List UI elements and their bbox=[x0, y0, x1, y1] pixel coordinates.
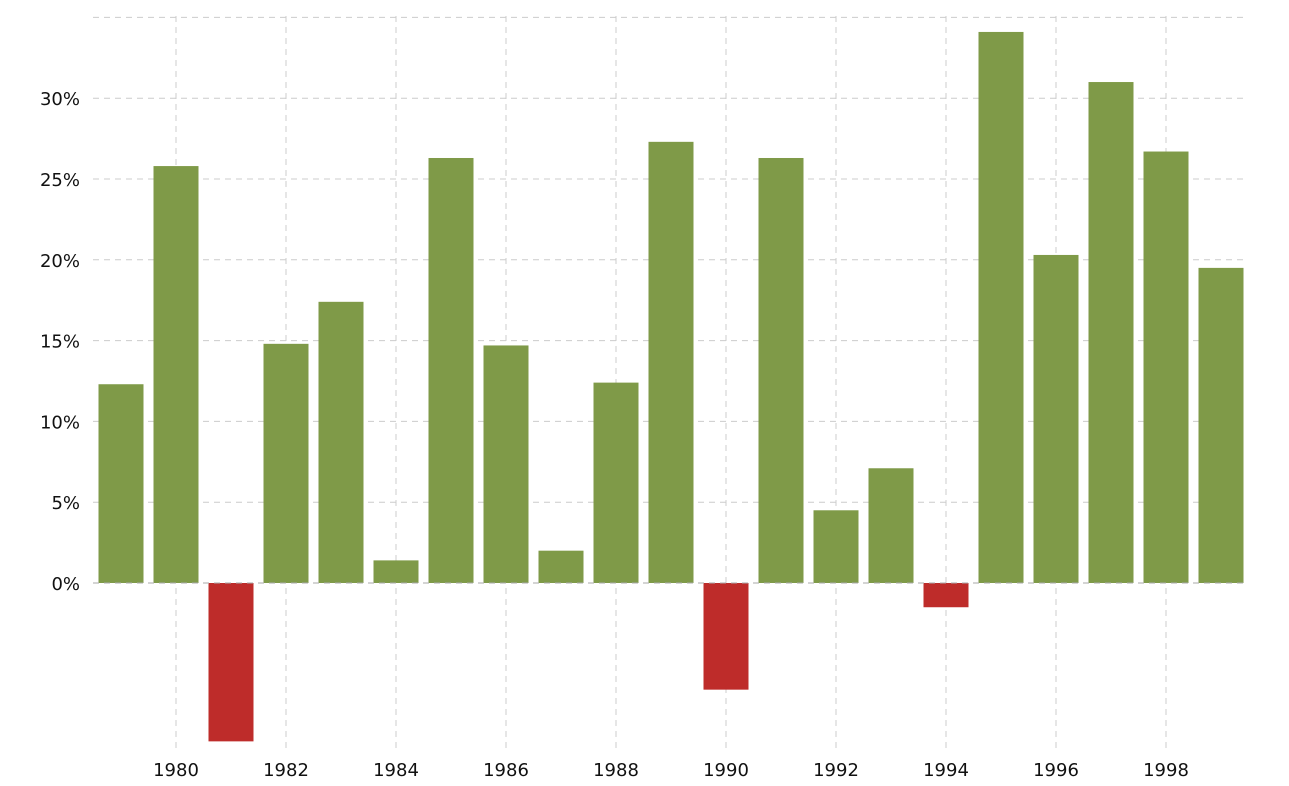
x-tick-label: 1984 bbox=[373, 760, 419, 781]
x-tick-label: 1998 bbox=[1143, 760, 1189, 781]
x-tick-label: 1996 bbox=[1033, 760, 1079, 781]
y-tick-label: 25% bbox=[40, 170, 80, 191]
x-tick-label: 1980 bbox=[153, 760, 199, 781]
y-axis-ticks: 0% 5% 10% 15% 20% 25% 30% bbox=[40, 89, 80, 595]
bar-1999[interactable]: 1999: 19.5% bbox=[1198, 267, 1244, 583]
bar-1983[interactable]: 1983: 17.4% bbox=[318, 301, 364, 583]
bar-1985[interactable]: 1985: 26.3% bbox=[428, 157, 474, 583]
bar-1988[interactable]: 1988: 12.4% bbox=[593, 382, 639, 583]
bar-1991[interactable]: 1991: 26.3% bbox=[758, 157, 804, 583]
bar-1997[interactable]: 1997: 31% bbox=[1088, 82, 1134, 583]
x-tick-label: 1992 bbox=[813, 760, 859, 781]
x-tick-label: 1986 bbox=[483, 760, 529, 781]
bar-1995[interactable]: 1995: 34.1% bbox=[978, 31, 1024, 584]
bar-1979[interactable]: 1979: 12.3% bbox=[98, 384, 144, 583]
bar-1986[interactable]: 1986: 14.7% bbox=[483, 345, 529, 583]
x-axis-ticks: 1980 1982 1984 1986 1988 1990 1992 1994 1996 1998 bbox=[153, 760, 1189, 781]
y-tick-label: 30% bbox=[40, 89, 80, 110]
y-tick-label: 0% bbox=[51, 574, 80, 595]
y-tick-label: 20% bbox=[40, 251, 80, 272]
bar-1998[interactable]: 1998: 26.7% bbox=[1143, 151, 1189, 583]
bar-1982[interactable]: 1982: 14.8% bbox=[263, 343, 309, 583]
x-tick-label: 1994 bbox=[923, 760, 969, 781]
bar-1987[interactable]: 1987: 2% bbox=[538, 550, 584, 583]
bar-1984[interactable]: 1984: 1.4% bbox=[373, 560, 419, 583]
x-tick-label: 1982 bbox=[263, 760, 309, 781]
x-tick-label: 1988 bbox=[593, 760, 639, 781]
bar-1994[interactable]: 1994: -1.5% bbox=[923, 583, 969, 608]
bar-1989[interactable]: 1989: 27.3% bbox=[648, 141, 694, 583]
y-tick-label: 15% bbox=[40, 332, 80, 353]
bar-layer: 1979: 12.3%1980: 25.8%1981: -9.8%1982: 1… bbox=[98, 31, 1244, 742]
bar-1980[interactable]: 1980: 25.8% bbox=[153, 166, 199, 583]
y-tick-label: 10% bbox=[40, 412, 80, 433]
bar-1990[interactable]: 1990: -6.6% bbox=[703, 583, 749, 690]
x-tick-label: 1990 bbox=[703, 760, 749, 781]
bar-1996[interactable]: 1996: 20.3% bbox=[1033, 254, 1079, 583]
bar-1993[interactable]: 1993: 7.1% bbox=[868, 468, 914, 583]
y-tick-label: 5% bbox=[51, 493, 80, 514]
bar-1992[interactable]: 1992: 4.5% bbox=[813, 510, 859, 583]
bar-1981[interactable]: 1981: -9.8% bbox=[208, 583, 254, 742]
